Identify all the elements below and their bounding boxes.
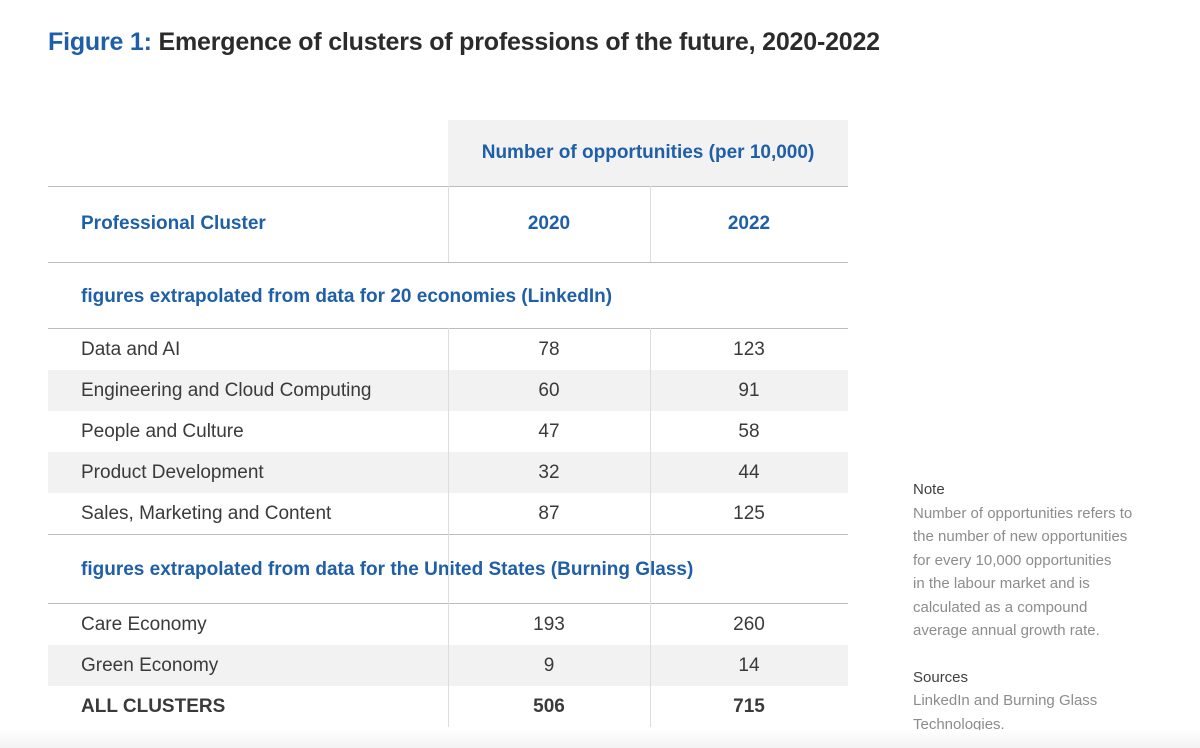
table-row: Sales, Marketing and Content 87 125 <box>48 493 848 534</box>
cell-2022: 123 <box>733 338 765 360</box>
cell-2020: 32 <box>538 461 560 483</box>
table-row: People and Culture 47 58 <box>48 411 848 452</box>
cell-2022: 260 <box>733 613 765 635</box>
bottom-fade <box>0 730 1200 748</box>
column-divider <box>650 328 651 727</box>
total-2022: 715 <box>733 695 765 717</box>
total-row: ALL CLUSTERS 506 715 <box>48 686 848 727</box>
column-header-cluster-label: Professional Cluster <box>81 213 266 234</box>
column-divider <box>448 186 449 262</box>
sources-heading: Sources <box>913 668 969 686</box>
sources-line: Technologies. <box>913 715 1005 733</box>
cell-2020: 193 <box>533 613 565 635</box>
column-group-label: Number of opportunities (per 10,000) <box>481 142 815 163</box>
cell-2020: 78 <box>538 338 560 360</box>
row-label: People and Culture <box>81 420 244 442</box>
note-line: the number of new opportunities <box>913 528 1128 545</box>
note-line: Number of opportunities refers to <box>913 504 1133 522</box>
cell-2020: 60 <box>538 379 560 401</box>
column-header-2020: 2020 <box>448 186 650 262</box>
total-2020: 506 <box>533 695 565 717</box>
sources-line: LinkedIn and Burning Glass <box>913 692 1098 709</box>
figure-title: Figure 1: Emergence of clusters of profe… <box>48 28 880 57</box>
column-header-2020-label: 2020 <box>527 213 571 234</box>
note-heading: Note <box>913 481 945 498</box>
figure-title-text: Emergence of clusters of professions of … <box>158 28 881 56</box>
row-label: Engineering and Cloud Computing <box>81 379 372 401</box>
column-divider <box>448 328 449 727</box>
row-label: Sales, Marketing and Content <box>81 502 332 524</box>
column-divider <box>650 186 651 262</box>
cell-2020: 47 <box>538 420 560 442</box>
cell-2020: 9 <box>543 654 555 676</box>
column-header-cluster: Professional Cluster <box>81 186 266 262</box>
section-title: figures extrapolated from data for the U… <box>81 559 694 580</box>
row-label: Data and AI <box>81 338 181 360</box>
row-label: Green Economy <box>81 654 219 676</box>
cell-2022: 125 <box>733 502 765 524</box>
section-title: figures extrapolated from data for 20 ec… <box>81 286 613 307</box>
note-block: Note Number of opportunities refers to t… <box>913 478 1175 736</box>
row-label: Care Economy <box>81 613 207 635</box>
note-line: for every 10,000 opportunities <box>913 551 1112 569</box>
note-line: average annual growth rate. <box>913 622 1100 639</box>
total-label: ALL CLUSTERS <box>81 695 226 717</box>
table-row: Care Economy 193 260 <box>48 604 848 645</box>
cell-2022: 58 <box>738 420 760 442</box>
cell-2022: 91 <box>738 379 760 401</box>
note-line: in the labour market and is <box>913 575 1090 592</box>
column-header-2022: 2022 <box>650 186 848 262</box>
figure-label: Figure 1: <box>48 28 152 56</box>
header-bottom-divider <box>48 262 848 263</box>
note-line: calculated as a compound <box>913 598 1088 616</box>
column-header-2022-label: 2022 <box>727 213 771 234</box>
table-row: Data and AI 78 123 <box>48 329 848 370</box>
row-label: Product Development <box>81 461 264 483</box>
cell-2022: 44 <box>738 461 760 483</box>
cell-2022: 14 <box>738 654 760 676</box>
cell-2020: 87 <box>538 502 560 524</box>
column-group-header: Number of opportunities (per 10,000) <box>448 120 848 186</box>
